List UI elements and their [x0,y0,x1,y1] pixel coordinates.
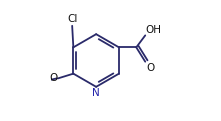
Text: Cl: Cl [67,14,77,24]
Text: N: N [92,88,100,98]
Text: O: O [50,73,58,83]
Text: OH: OH [146,25,162,35]
Text: O: O [147,63,155,73]
